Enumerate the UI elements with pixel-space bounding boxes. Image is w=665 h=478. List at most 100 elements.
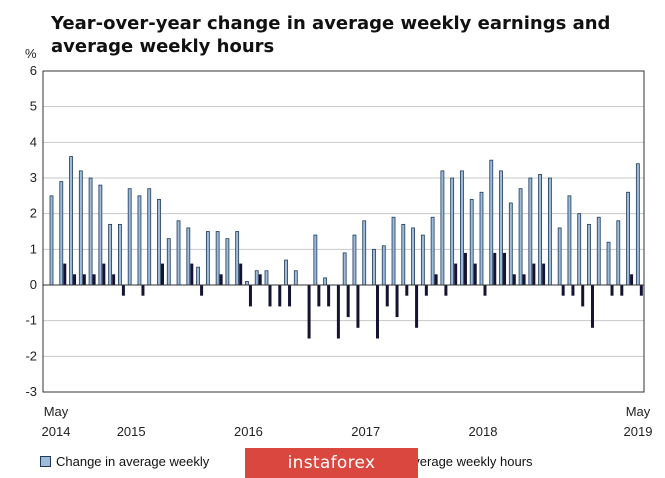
hours-bar <box>424 285 428 296</box>
hours-bar <box>620 285 624 296</box>
earnings-bar <box>381 245 386 286</box>
earnings-bar <box>108 223 113 286</box>
hours-bar <box>336 285 340 339</box>
earnings-bar <box>59 181 64 286</box>
hours-bar <box>160 263 164 285</box>
hours-bar <box>415 285 419 328</box>
legend: Change in average weekly n average weekl… <box>40 449 640 473</box>
earnings-bar <box>411 227 415 286</box>
hours-bar <box>346 285 350 318</box>
hours-bar <box>542 263 546 285</box>
hours-bar <box>268 285 272 307</box>
x-tick-year: 2019 <box>624 424 653 439</box>
x-tick-month: May <box>44 404 69 419</box>
earnings-bar <box>616 220 621 286</box>
hours-bar <box>219 274 223 285</box>
hours-bar <box>522 274 526 285</box>
earnings-bar <box>606 241 611 286</box>
earnings-bar <box>176 220 181 286</box>
plot-frame <box>42 70 645 393</box>
hours-bar <box>493 252 497 285</box>
chart-title: Year-over-year change in average weekly … <box>51 13 611 57</box>
earnings-bar <box>313 234 318 286</box>
earnings-bar <box>391 216 396 286</box>
hours-bar <box>327 285 331 307</box>
hours-bar <box>630 274 634 285</box>
y-axis-unit: % <box>25 46 37 61</box>
hours-bar <box>532 263 536 285</box>
hours-bar <box>434 274 438 285</box>
hours-bar <box>307 285 311 339</box>
earnings-bar <box>196 266 200 286</box>
earnings-bar <box>499 170 503 286</box>
earnings-bar <box>98 184 103 286</box>
hours-bar <box>405 285 409 296</box>
hours-bar <box>639 285 643 296</box>
earnings-bar <box>205 231 210 286</box>
earnings-bar <box>137 195 142 286</box>
earnings-bar <box>352 234 357 286</box>
x-tick-year: 2016 <box>234 424 263 439</box>
legend-item-hours: n average weekly hours <box>395 454 532 469</box>
earnings-bar <box>235 231 240 286</box>
y-tick-label: 1 <box>30 241 37 256</box>
hours-bar <box>112 274 116 285</box>
earnings-bar <box>489 159 494 286</box>
hours-bar <box>610 285 614 296</box>
hours-bar <box>512 274 516 285</box>
earnings-bar <box>450 177 455 286</box>
hours-bar <box>590 285 594 328</box>
hours-bar <box>200 285 204 296</box>
earnings-bar <box>284 259 288 286</box>
watermark-logo: instaforex <box>245 448 418 478</box>
hours-bar <box>258 274 262 285</box>
earnings-bar <box>186 227 191 286</box>
y-tick-label: -1 <box>25 313 37 328</box>
hours-bar <box>102 263 106 285</box>
earnings-bar <box>69 156 73 286</box>
hours-bar <box>82 274 86 285</box>
hours-bar <box>561 285 565 296</box>
earnings-bar <box>362 220 367 286</box>
hours-bar <box>92 274 96 285</box>
hours-bar <box>454 263 458 285</box>
earnings-bar <box>430 216 435 286</box>
y-tick-label: 6 <box>30 63 37 78</box>
earnings-bar <box>508 202 513 286</box>
hours-bar <box>73 274 77 285</box>
hours-bar <box>121 285 125 296</box>
hours-bar <box>473 263 477 285</box>
earnings-bar <box>567 195 572 286</box>
earnings-bar <box>587 223 591 286</box>
earnings-bar <box>118 223 122 286</box>
earnings-bar <box>557 227 562 286</box>
earnings-bar <box>596 216 601 286</box>
earnings-bar <box>479 191 484 286</box>
earnings-bar <box>538 174 543 286</box>
hours-bar <box>63 263 67 285</box>
earnings-bar <box>293 270 298 286</box>
earnings-bar <box>215 231 220 286</box>
earnings-bar <box>264 270 269 286</box>
hours-bar <box>444 285 448 296</box>
legend-item-earnings: Change in average weekly <box>40 454 209 469</box>
y-tick-label: 0 <box>30 277 37 292</box>
legend-label-hours: n average weekly hours <box>395 453 533 469</box>
hours-bar <box>463 252 467 285</box>
x-tick-year: 2014 <box>42 424 71 439</box>
earnings-bar <box>460 170 464 286</box>
y-tick-label: 2 <box>30 206 37 221</box>
earnings-bar <box>88 177 93 286</box>
legend-swatch-earnings <box>40 455 51 467</box>
earnings-bar <box>157 198 161 286</box>
earnings-bar <box>127 188 132 286</box>
earnings-bar <box>372 248 376 286</box>
earnings-bar <box>49 195 54 286</box>
hours-bar <box>571 285 575 296</box>
y-tick-label: -2 <box>25 348 37 363</box>
hours-bar <box>581 285 585 307</box>
hours-bar <box>141 285 145 296</box>
hours-bar <box>503 252 507 285</box>
earnings-bar <box>245 281 249 286</box>
